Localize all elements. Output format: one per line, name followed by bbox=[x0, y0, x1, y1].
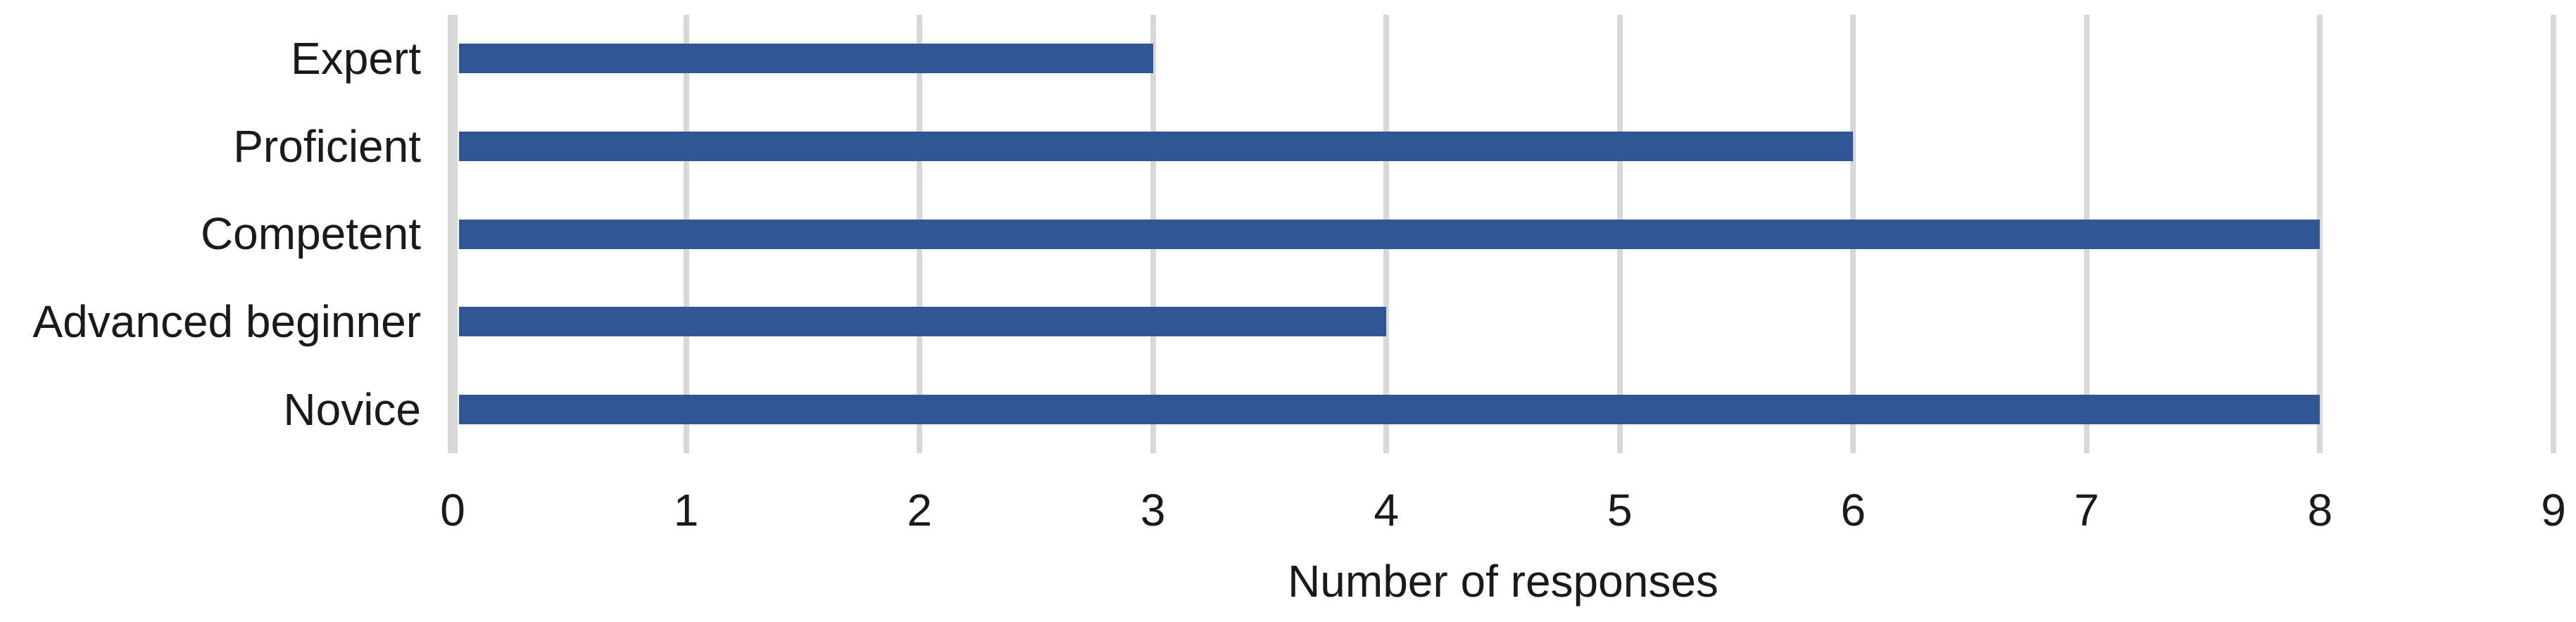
x-tick-label: 1 bbox=[673, 485, 699, 535]
bar bbox=[459, 307, 1387, 337]
x-tick-label: 2 bbox=[907, 485, 932, 535]
x-tick-label: 3 bbox=[1140, 485, 1166, 535]
bar bbox=[459, 219, 2320, 249]
category-label: Proficient bbox=[233, 120, 421, 172]
gridline bbox=[2317, 15, 2323, 453]
x-tick-label: 7 bbox=[2074, 485, 2099, 535]
x-axis-title: Number of responses bbox=[1288, 556, 1719, 607]
x-tick-label: 5 bbox=[1607, 485, 1633, 535]
bar bbox=[459, 394, 2320, 424]
plot-area bbox=[448, 15, 2556, 453]
gridline bbox=[2551, 15, 2556, 453]
category-label: Expert bbox=[291, 33, 421, 84]
category-label: Novice bbox=[283, 383, 421, 435]
x-tick-label: 0 bbox=[440, 485, 465, 535]
bar bbox=[459, 131, 1854, 161]
x-tick-label: 8 bbox=[2307, 485, 2333, 535]
category-label: Advanced beginner bbox=[32, 296, 421, 348]
zero-axis-line bbox=[448, 15, 458, 453]
x-tick-label: 4 bbox=[1374, 485, 1400, 535]
bar bbox=[459, 44, 1153, 74]
x-tick-label: 6 bbox=[1840, 485, 1866, 535]
category-label: Competent bbox=[200, 208, 421, 260]
x-tick-label: 9 bbox=[2541, 485, 2566, 535]
